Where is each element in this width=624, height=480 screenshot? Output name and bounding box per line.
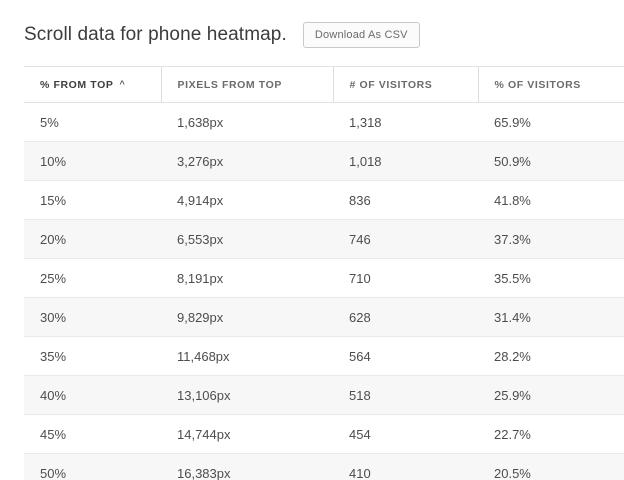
cell-percent-from-top: 25%: [24, 258, 161, 298]
cell-num-visitors: 410: [333, 453, 478, 480]
sort-ascending-icon: ^: [119, 79, 126, 89]
scroll-data-table: % FROM TOP ^ PIXELS FROM TOP # OF VISITOR…: [24, 66, 624, 480]
cell-percent-of-visitors: 31.4%: [478, 297, 624, 337]
cell-num-visitors: 518: [333, 375, 478, 415]
cell-num-visitors: 454: [333, 414, 478, 454]
table-row: 40% 13,106px 518 25.9%: [24, 375, 624, 415]
table-row: 45% 14,744px 454 22.7%: [24, 414, 624, 454]
cell-num-visitors: 628: [333, 297, 478, 337]
table-row: 10% 3,276px 1,018 50.9%: [24, 141, 624, 181]
cell-percent-of-visitors: 50.9%: [478, 141, 624, 181]
table-row: 50% 16,383px 410 20.5%: [24, 453, 624, 480]
cell-pixels-from-top: 8,191px: [161, 258, 333, 298]
cell-percent-from-top: 15%: [24, 180, 161, 220]
cell-num-visitors: 836: [333, 180, 478, 220]
download-csv-button[interactable]: Download As CSV: [302, 22, 420, 48]
cell-percent-of-visitors: 37.3%: [478, 219, 624, 259]
cell-percent-of-visitors: 28.2%: [478, 336, 624, 376]
table-row: 5% 1,638px 1,318 65.9%: [24, 102, 624, 142]
table-row: 15% 4,914px 836 41.8%: [24, 180, 624, 220]
cell-percent-of-visitors: 35.5%: [478, 258, 624, 298]
report-header: Scroll data for phone heatmap. Download …: [0, 0, 624, 66]
cell-percent-of-visitors: 41.8%: [478, 180, 624, 220]
cell-percent-from-top: 20%: [24, 219, 161, 259]
cell-percent-from-top: 30%: [24, 297, 161, 337]
cell-pixels-from-top: 11,468px: [161, 336, 333, 376]
cell-percent-of-visitors: 20.5%: [478, 453, 624, 480]
table-row: 25% 8,191px 710 35.5%: [24, 258, 624, 298]
cell-percent-from-top: 35%: [24, 336, 161, 376]
column-header-pixels-from-top[interactable]: PIXELS FROM TOP: [160, 66, 333, 103]
column-header-percent-of-visitors[interactable]: % OF VISITORS: [477, 66, 624, 103]
cell-num-visitors: 564: [333, 336, 478, 376]
cell-pixels-from-top: 3,276px: [161, 141, 333, 181]
cell-num-visitors: 746: [333, 219, 478, 259]
page-title: Scroll data for phone heatmap.: [24, 24, 287, 45]
table-header-row: % FROM TOP ^ PIXELS FROM TOP # OF VISITOR…: [24, 66, 624, 103]
cell-percent-from-top: 40%: [24, 375, 161, 415]
cell-pixels-from-top: 1,638px: [161, 102, 333, 142]
cell-pixels-from-top: 6,553px: [161, 219, 333, 259]
cell-pixels-from-top: 13,106px: [161, 375, 333, 415]
column-header-num-visitors[interactable]: # OF VISITORS: [332, 66, 478, 103]
cell-pixels-from-top: 16,383px: [161, 453, 333, 480]
cell-percent-from-top: 45%: [24, 414, 161, 454]
table-row: 30% 9,829px 628 31.4%: [24, 297, 624, 337]
cell-percent-from-top: 5%: [24, 102, 161, 142]
column-header-label: % FROM TOP: [40, 79, 114, 91]
column-header-percent-from-top[interactable]: % FROM TOP ^: [24, 66, 161, 103]
cell-percent-from-top: 10%: [24, 141, 161, 181]
cell-percent-of-visitors: 25.9%: [478, 375, 624, 415]
cell-percent-of-visitors: 22.7%: [478, 414, 624, 454]
cell-num-visitors: 1,318: [333, 102, 478, 142]
cell-percent-of-visitors: 65.9%: [478, 102, 624, 142]
cell-pixels-from-top: 4,914px: [161, 180, 333, 220]
cell-pixels-from-top: 9,829px: [161, 297, 333, 337]
table-row: 20% 6,553px 746 37.3%: [24, 219, 624, 259]
cell-pixels-from-top: 14,744px: [161, 414, 333, 454]
cell-num-visitors: 710: [333, 258, 478, 298]
cell-percent-from-top: 50%: [24, 453, 161, 480]
cell-num-visitors: 1,018: [333, 141, 478, 181]
table-row: 35% 11,468px 564 28.2%: [24, 336, 624, 376]
